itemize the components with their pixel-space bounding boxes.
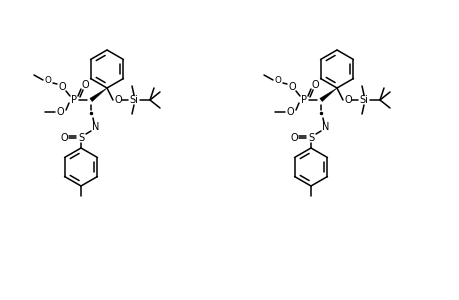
Text: O: O xyxy=(45,76,51,85)
Text: S: S xyxy=(78,133,84,143)
Text: N: N xyxy=(92,122,100,132)
Text: N: N xyxy=(322,122,329,132)
Text: O: O xyxy=(310,80,318,90)
Text: O: O xyxy=(60,133,67,143)
Text: Si: Si xyxy=(359,95,368,105)
Polygon shape xyxy=(319,88,336,102)
Text: O: O xyxy=(290,133,297,143)
Text: O: O xyxy=(274,76,281,85)
Text: Si: Si xyxy=(129,95,138,105)
Text: O: O xyxy=(285,107,293,117)
Text: P: P xyxy=(300,95,306,105)
Text: O: O xyxy=(58,82,66,92)
Text: P: P xyxy=(71,95,77,105)
Polygon shape xyxy=(90,88,107,102)
Text: O: O xyxy=(114,95,122,105)
Text: O: O xyxy=(287,82,295,92)
Text: O: O xyxy=(343,95,351,105)
Text: O: O xyxy=(56,107,64,117)
Text: S: S xyxy=(307,133,313,143)
Text: O: O xyxy=(81,80,89,90)
